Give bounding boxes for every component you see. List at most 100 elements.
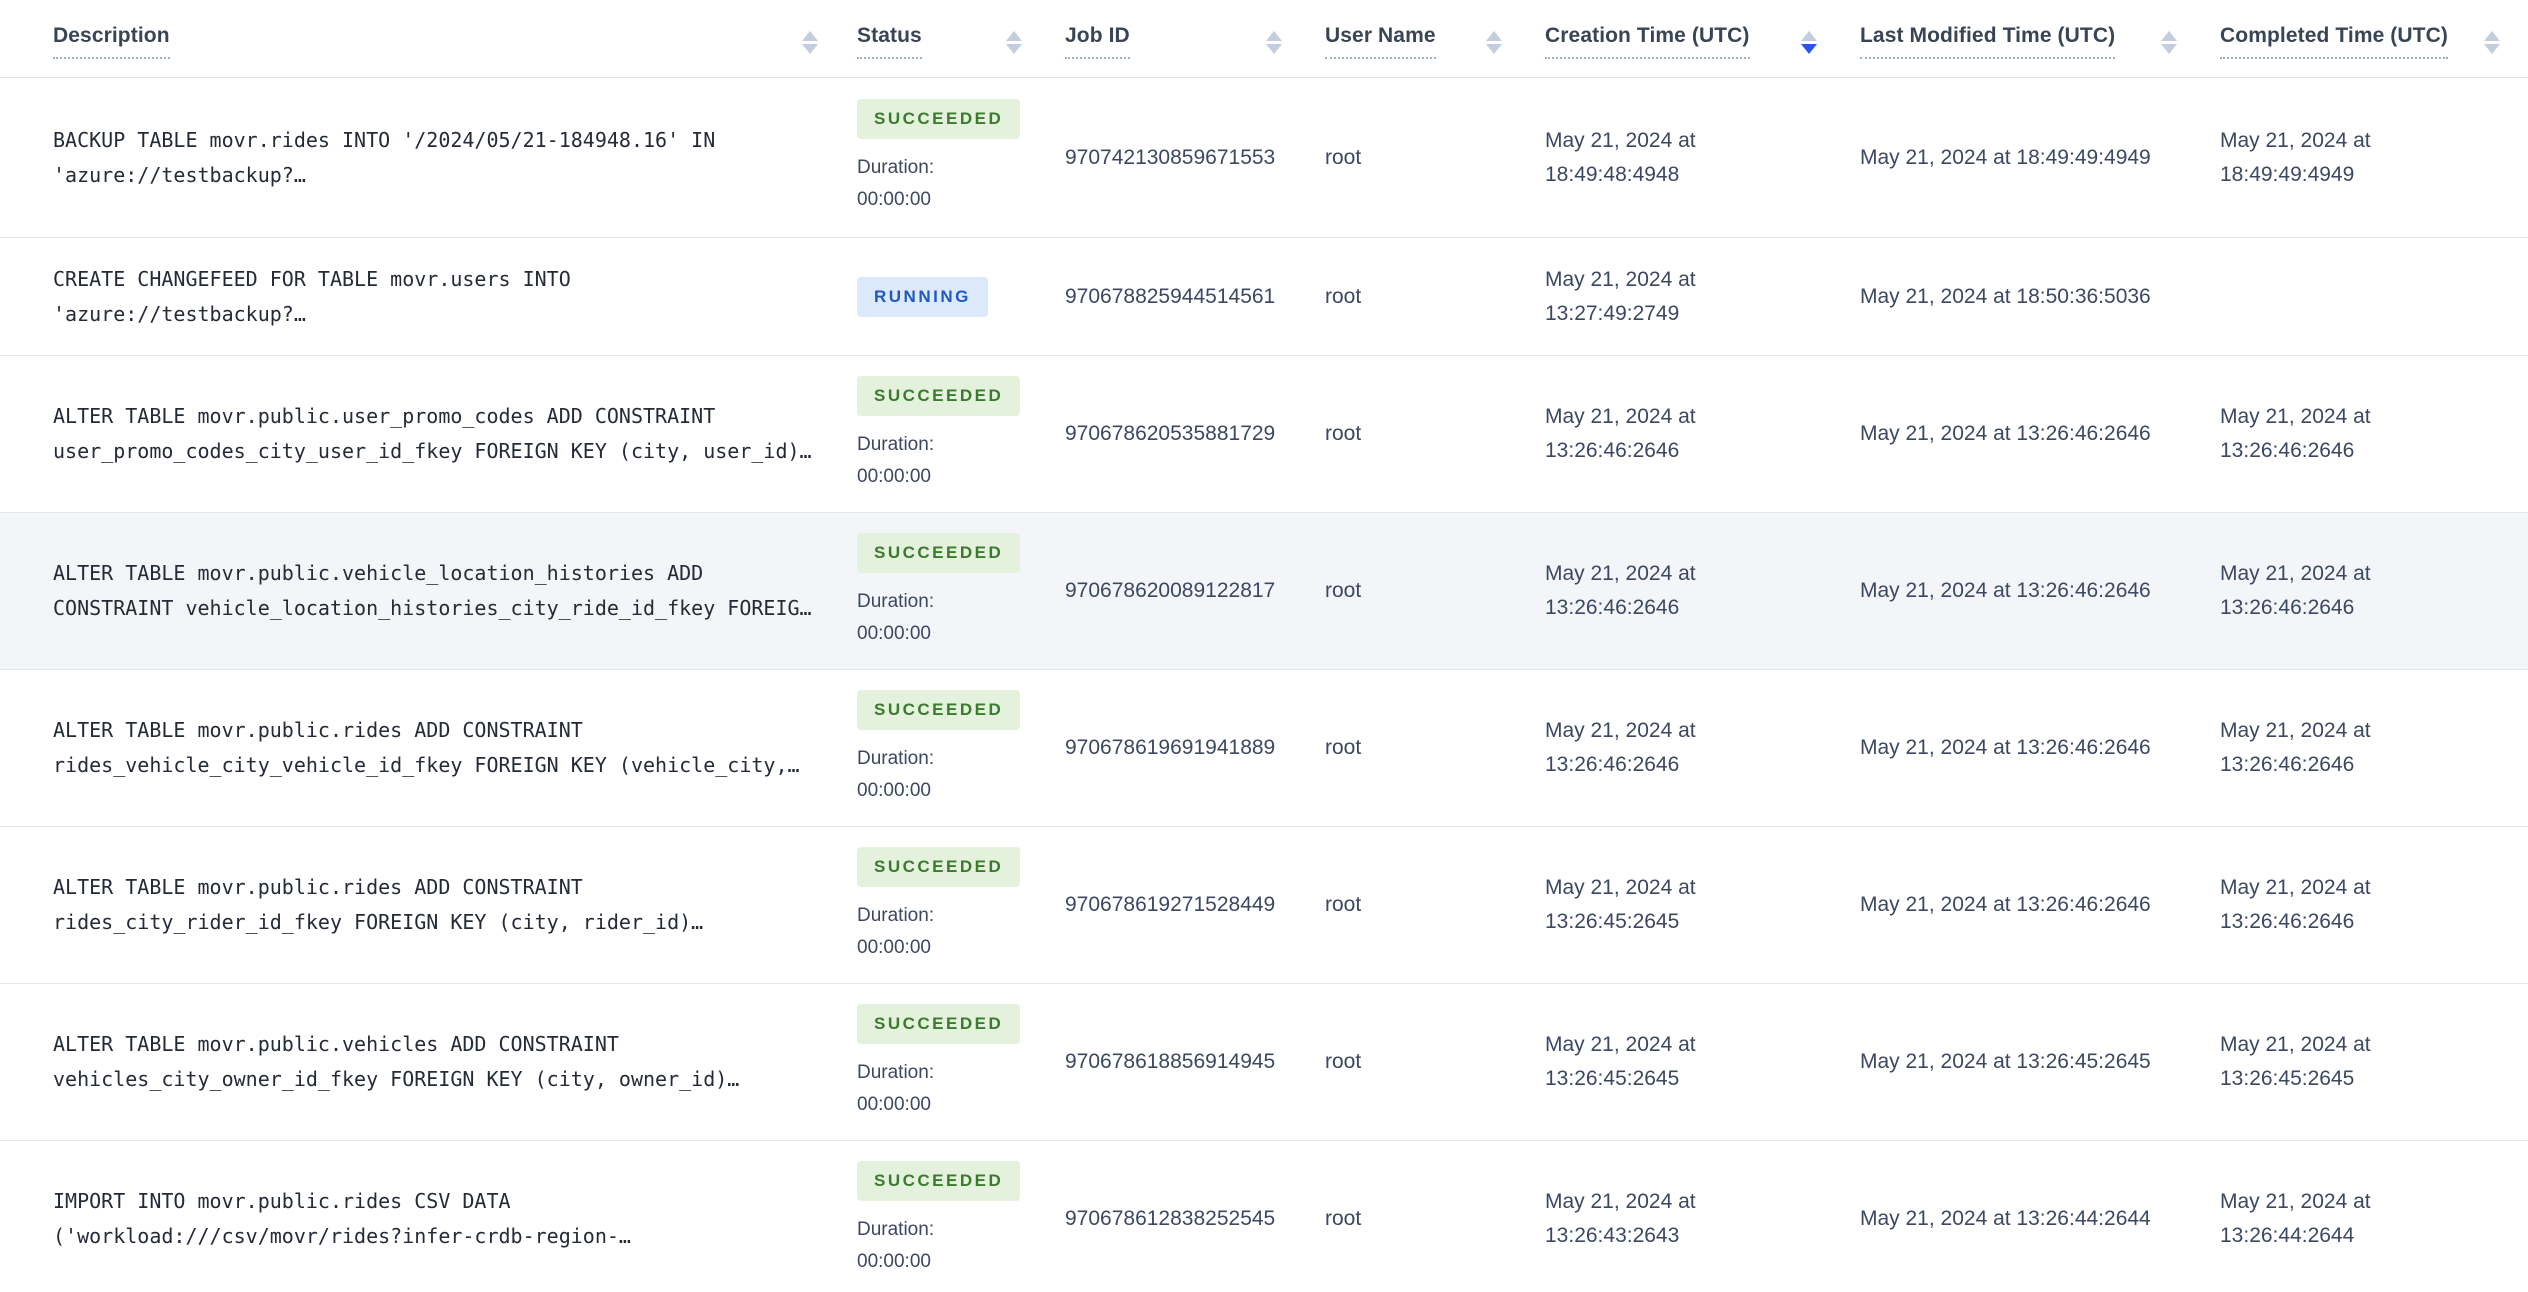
status-cell: SUCCEEDED Duration: 00:00:00	[842, 846, 1050, 964]
job-description-line: ALTER TABLE movr.public.user_promo_codes…	[53, 404, 716, 428]
duration: Duration: 00:00:00	[857, 1214, 1030, 1278]
column-header-completed-time[interactable]: Completed Time (UTC)	[2205, 24, 2528, 59]
creation-time-cell: May 21, 2024 at 13:27:49:2749	[1545, 267, 1696, 325]
completed-time-cell: May 21, 2024 at 18:49:49:4949	[2220, 128, 2371, 186]
duration-value: 00:00:00	[857, 1250, 931, 1272]
user-name-cell: root	[1325, 893, 1362, 916]
duration-value: 00:00:00	[857, 189, 931, 210]
column-label: Completed Time (UTC)	[2220, 24, 2448, 59]
creation-time-cell: May 21, 2024 at 13:26:45:2645	[1545, 1033, 1696, 1090]
job-description-cell[interactable]: CREATE CHANGEFEED FOR TABLE movr.users I…	[0, 262, 842, 332]
job-description-line: vehicles_city_owner_id_fkey FOREIGN KEY …	[53, 1067, 740, 1091]
completed-time-cell: May 21, 2024 at 13:26:46:2646	[2220, 562, 2371, 619]
job-description-cell[interactable]: IMPORT INTO movr.public.rides CSV DATA (…	[0, 1184, 842, 1254]
table-row[interactable]: IMPORT INTO movr.public.rides CSV DATA (…	[0, 1141, 2528, 1292]
duration-value: 00:00:00	[857, 936, 931, 958]
job-description-line: BACKUP TABLE movr.rides INTO '/2024/05/2…	[53, 127, 716, 152]
user-name-cell: root	[1325, 422, 1362, 445]
duration: Duration: 00:00:00	[857, 586, 1030, 650]
duration-label: Duration:	[857, 904, 935, 926]
job-id-cell: 970678612838252545	[1065, 1207, 1276, 1230]
column-header-job-id[interactable]: Job ID	[1050, 24, 1310, 59]
status-badge: SUCCEEDED	[857, 1003, 1021, 1044]
duration-label: Duration:	[857, 590, 935, 612]
column-header-creation-time[interactable]: Creation Time (UTC)	[1530, 24, 1845, 59]
job-description-line: ALTER TABLE movr.public.rides ADD CONSTR…	[53, 718, 583, 742]
last-modified-time-cell: May 21, 2024 at 13:26:46:2646	[1860, 893, 2151, 916]
duration-label: Duration:	[857, 157, 935, 178]
table-row[interactable]: BACKUP TABLE movr.rides INTO '/2024/05/2…	[0, 78, 2528, 238]
jobs-table-header: Description Status Job ID User Name Crea…	[0, 0, 2528, 78]
completed-time-cell: May 21, 2024 at 13:26:46:2646	[2220, 719, 2371, 776]
last-modified-time-cell: May 21, 2024 at 13:26:44:2644	[1860, 1207, 2151, 1230]
column-label: Creation Time (UTC)	[1545, 24, 1750, 59]
job-description-line: ALTER TABLE movr.public.rides ADD CONSTR…	[53, 875, 583, 899]
sort-icon[interactable]	[802, 29, 818, 54]
column-header-last-modified-time[interactable]: Last Modified Time (UTC)	[1845, 24, 2205, 59]
completed-time-cell: May 21, 2024 at 13:26:46:2646	[2220, 876, 2371, 933]
job-id-cell: 970678619691941889	[1065, 736, 1276, 759]
duration-value: 00:00:00	[857, 465, 931, 487]
duration: Duration: 00:00:00	[857, 429, 1030, 493]
duration-label: Duration:	[857, 1061, 935, 1083]
job-description-cell[interactable]: BACKUP TABLE movr.rides INTO '/2024/05/2…	[0, 123, 842, 193]
sort-icon[interactable]	[1006, 29, 1022, 54]
last-modified-time-cell: May 21, 2024 at 13:26:46:2646	[1860, 736, 2151, 759]
table-row[interactable]: CREATE CHANGEFEED FOR TABLE movr.users I…	[0, 238, 2528, 356]
job-description-cell[interactable]: ALTER TABLE movr.public.vehicles ADD CON…	[0, 1027, 842, 1097]
creation-time-cell: May 21, 2024 at 13:26:46:2646	[1545, 562, 1696, 619]
job-id-cell: 970678619271528449	[1065, 893, 1276, 916]
job-description-line: CREATE CHANGEFEED FOR TABLE movr.users I…	[53, 266, 571, 291]
column-header-user-name[interactable]: User Name	[1310, 24, 1530, 59]
creation-time-cell: May 21, 2024 at 13:26:46:2646	[1545, 719, 1696, 776]
completed-time-cell: May 21, 2024 at 13:26:46:2646	[2220, 405, 2371, 462]
completed-time-cell: May 21, 2024 at 13:26:44:2644	[2220, 1190, 2371, 1247]
status-badge: SUCCEEDED	[857, 375, 1021, 416]
status-badge: SUCCEEDED	[857, 532, 1021, 573]
sort-icon[interactable]	[2161, 29, 2177, 54]
duration-value: 00:00:00	[857, 622, 931, 644]
completed-time-cell: May 21, 2024 at 13:26:45:2645	[2220, 1033, 2371, 1090]
column-header-status[interactable]: Status	[842, 24, 1050, 59]
creation-time-cell: May 21, 2024 at 13:26:45:2645	[1545, 876, 1696, 933]
table-row[interactable]: ALTER TABLE movr.public.user_promo_codes…	[0, 356, 2528, 513]
job-id-cell: 970742130859671553	[1065, 145, 1276, 169]
duration: Duration: 00:00:00	[857, 152, 1030, 216]
job-description-line: ALTER TABLE movr.public.vehicles ADD CON…	[53, 1032, 619, 1056]
last-modified-time-cell: May 21, 2024 at 13:26:46:2646	[1860, 422, 2151, 445]
table-row[interactable]: ALTER TABLE movr.public.vehicles ADD CON…	[0, 984, 2528, 1141]
sort-icon[interactable]	[1266, 29, 1282, 54]
duration: Duration: 00:00:00	[857, 743, 1030, 807]
table-row[interactable]: ALTER TABLE movr.public.vehicle_location…	[0, 513, 2528, 670]
column-label: User Name	[1325, 24, 1436, 59]
table-row[interactable]: ALTER TABLE movr.public.rides ADD CONSTR…	[0, 827, 2528, 984]
job-description-cell[interactable]: ALTER TABLE movr.public.rides ADD CONSTR…	[0, 713, 842, 783]
sort-icon[interactable]	[2484, 29, 2500, 54]
job-id-cell: 970678620535881729	[1065, 422, 1276, 445]
job-description-line: ALTER TABLE movr.public.vehicle_location…	[53, 561, 704, 585]
status-cell: SUCCEEDED Duration: 00:00:00	[842, 532, 1050, 650]
sort-icon-active-desc[interactable]	[1801, 29, 1817, 54]
status-cell: SUCCEEDED Duration: 00:00:00	[842, 99, 1050, 216]
table-row[interactable]: ALTER TABLE movr.public.rides ADD CONSTR…	[0, 670, 2528, 827]
job-description-line: CONSTRAINT vehicle_location_histories_ci…	[53, 596, 812, 620]
job-description-cell[interactable]: ALTER TABLE movr.public.user_promo_codes…	[0, 399, 842, 469]
last-modified-time-cell: May 21, 2024 at 18:50:36:5036	[1860, 284, 2151, 308]
last-modified-time-cell: May 21, 2024 at 13:26:46:2646	[1860, 579, 2151, 602]
status-cell: SUCCEEDED Duration: 00:00:00	[842, 689, 1050, 807]
user-name-cell: root	[1325, 1050, 1362, 1073]
last-modified-time-cell: May 21, 2024 at 13:26:45:2645	[1860, 1050, 2151, 1073]
creation-time-cell: May 21, 2024 at 13:26:43:2643	[1545, 1190, 1696, 1247]
sort-icon[interactable]	[1486, 29, 1502, 54]
job-id-cell: 970678618856914945	[1065, 1050, 1276, 1073]
column-header-description[interactable]: Description	[0, 24, 842, 59]
job-description-line: rides_city_rider_id_fkey FOREIGN KEY (ci…	[53, 910, 704, 934]
status-cell: SUCCEEDED Duration: 00:00:00	[842, 375, 1050, 493]
status-badge: RUNNING	[857, 276, 988, 317]
job-description-cell[interactable]: ALTER TABLE movr.public.rides ADD CONSTR…	[0, 870, 842, 940]
column-label: Last Modified Time (UTC)	[1860, 24, 2116, 59]
last-modified-time-cell: May 21, 2024 at 18:49:49:4949	[1860, 145, 2151, 169]
job-description-cell[interactable]: ALTER TABLE movr.public.vehicle_location…	[0, 556, 842, 626]
duration-value: 00:00:00	[857, 1093, 931, 1115]
